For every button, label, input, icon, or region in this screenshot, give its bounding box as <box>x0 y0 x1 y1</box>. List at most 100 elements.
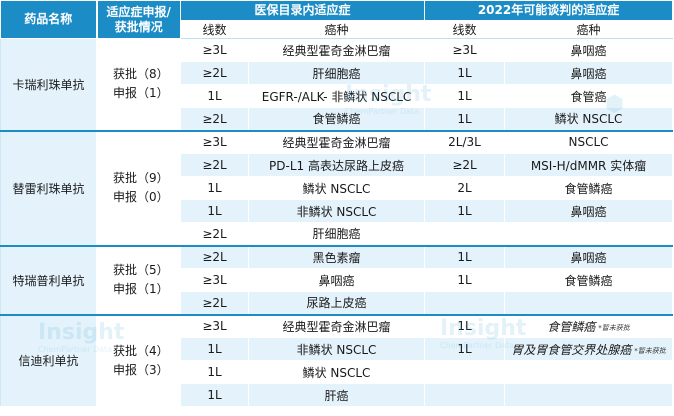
header-medical-catalog: 医保目录内适应症 <box>179 0 426 21</box>
catalog-line: 1L <box>180 360 249 384</box>
negotiation-cancer <box>504 222 674 246</box>
approved-count: 获批（4） <box>113 343 169 358</box>
negotiation-cancer: 鼻咽癌 <box>504 61 674 85</box>
table-row: ≥2L 食管鳞癌 1L 鳞状 NSCLC <box>1 107 674 131</box>
catalog-line: 1L <box>180 176 249 200</box>
catalog-cancer: 经典型霍奇金淋巴瘤 <box>247 38 426 62</box>
indication-table: 药品名称 适应症申报/ 获批情况 医保目录内适应症 2022年可能谈判的适应症 … <box>0 0 674 407</box>
catalog-cancer: 经典型霍奇金淋巴瘤 <box>247 313 426 338</box>
negotiation-line <box>424 291 506 315</box>
catalog-line: 1L <box>180 199 249 223</box>
not-approved-note: *暂未获批 <box>598 323 630 332</box>
negotiation-cancer-text: 食管鳞癌 <box>547 319 596 334</box>
filed-count: 申报（3） <box>113 362 169 377</box>
table-row: ≥2L 尿路上皮癌 <box>1 291 674 315</box>
table-row: ≥3L 鼻咽癌 1L 食管鳞癌 <box>1 268 674 292</box>
catalog-cancer: 非鳞状 NSCLC <box>247 199 426 223</box>
catalog-cancer: 肝细胞癌 <box>247 222 426 246</box>
negotiation-cancer: NSCLC <box>504 129 674 154</box>
catalog-line: ≥2L <box>180 61 249 85</box>
approval-status: 获批（4） 申报（3） <box>96 313 181 407</box>
catalog-cancer: 经典型霍奇金淋巴瘤 <box>247 129 426 154</box>
negotiation-cancer: 鳞状 NSCLC <box>504 107 674 131</box>
header-status-line2: 获批情况 <box>114 19 163 34</box>
negotiation-line: ≥2L <box>424 153 506 177</box>
negotiation-cancer: 胃及胃食管交界处腺癌 *暂未获批 <box>504 337 674 361</box>
not-approved-note: *暂未获批 <box>634 346 666 355</box>
negotiation-cancer <box>504 291 674 315</box>
negotiation-cancer: 鼻咽癌 <box>504 199 674 223</box>
subheader-line-2022: 线数 <box>424 20 506 39</box>
negotiation-cancer: 鼻咽癌 <box>504 244 674 269</box>
negotiation-line: 2L <box>424 176 506 200</box>
drug-name: 替雷利珠单抗 <box>0 129 97 246</box>
catalog-cancer: 肝癌 <box>247 383 426 407</box>
catalog-cancer: 黑色素瘤 <box>247 244 426 269</box>
approval-status: 获批（8） 申报（1） <box>96 38 181 131</box>
negotiation-line: 1L <box>424 199 506 223</box>
catalog-line: ≥3L <box>180 313 249 338</box>
table-row: 卡瑞利珠单抗 获批（8） 申报（1） ≥3L 经典型霍奇金淋巴瘤 ≥3L 鼻咽癌 <box>0 38 674 131</box>
subheader-cancer-2022: 癌种 <box>504 20 674 39</box>
negotiation-line <box>424 222 506 246</box>
table-body: 卡瑞利珠单抗 获批（8） 申报（1） ≥3L 经典型霍奇金淋巴瘤 ≥3L 鼻咽癌 ≥2L 肝细胞… <box>0 38 674 407</box>
catalog-cancer: 鳞状 NSCLC <box>247 176 426 200</box>
negotiation-cancer <box>504 360 674 384</box>
approved-count: 获批（8） <box>113 67 169 82</box>
table-row: 替雷利珠单抗 获批（9） 申报（0） ≥3L 经典型霍奇金淋巴瘤 2L/3L NSCLC <box>0 129 674 246</box>
negotiation-line: 1L <box>424 337 506 361</box>
negotiation-line: 1L <box>424 84 506 108</box>
negotiation-line <box>424 360 506 384</box>
catalog-cancer: 鼻咽癌 <box>247 268 426 292</box>
negotiation-cancer: 食管癌 <box>504 84 674 108</box>
drug-name: 信迪利单抗 <box>0 313 97 407</box>
catalog-line: 1L <box>180 337 249 361</box>
table-row: ≥2L 肝细胞癌 <box>1 222 674 246</box>
catalog-cancer: 鳞状 NSCLC <box>247 360 426 384</box>
catalog-line: ≥3L <box>180 268 249 292</box>
approval-status: 获批（5） 申报（1） <box>96 244 181 315</box>
negotiation-cancer: 鼻咽癌 <box>504 38 674 62</box>
negotiation-cancer: MSI-H/dMMR 实体瘤 <box>504 153 674 177</box>
catalog-cancer: 肝细胞癌 <box>247 61 426 85</box>
negotiation-cancer-text: 胃及胃食管交界处腺癌 <box>511 342 632 357</box>
table-row: 信迪利单抗 获批（4） 申报（3） ≥3L 经典型霍奇金淋巴瘤 1L 食管鳞癌 *暂未获批 <box>0 313 674 407</box>
negotiation-line <box>424 383 506 407</box>
catalog-line: ≥2L <box>180 107 249 131</box>
table-row: 1L 非鳞状 NSCLC 1L 胃及胃食管交界处腺癌 *暂未获批 <box>1 337 674 361</box>
catalog-line: ≥2L <box>180 291 249 315</box>
approved-count: 获批（5） <box>113 263 169 277</box>
negotiation-cancer <box>504 383 674 407</box>
negotiation-line: 1L <box>424 61 506 85</box>
catalog-cancer: 食管鳞癌 <box>247 107 426 131</box>
catalog-line: ≥3L <box>180 38 249 62</box>
negotiation-line: 2L/3L <box>424 129 506 154</box>
header-drug-name: 药品名称 <box>0 0 98 39</box>
approved-count: 获批（9） <box>113 171 169 185</box>
drug-name: 卡瑞利珠单抗 <box>0 38 97 131</box>
filed-count: 申报（1） <box>113 86 169 101</box>
catalog-line: ≥2L <box>180 244 249 269</box>
catalog-cancer: 非鳞状 NSCLC <box>247 337 426 361</box>
catalog-line: ≥2L <box>180 153 249 177</box>
subheader-cancer: 癌种 <box>247 20 426 39</box>
catalog-line: ≥2L <box>180 222 249 246</box>
negotiation-line: ≥3L <box>424 38 506 62</box>
catalog-cancer: PD-L1 高表达尿路上皮癌 <box>247 153 426 177</box>
table-row: 1L 肝癌 <box>1 383 674 407</box>
subheader-line: 线数 <box>180 20 249 39</box>
table-row: ≥2L 肝细胞癌 1L 鼻咽癌 <box>1 61 674 85</box>
approval-status: 获批（9） 申报（0） <box>96 129 181 246</box>
table-row: 特瑞普利单抗 获批（5） 申报（1） ≥2L 黑色素瘤 1L 鼻咽癌 <box>0 244 674 315</box>
table-row: 1L 鳞状 NSCLC 2L 食管鳞癌 <box>1 176 674 200</box>
header-status: 适应症申报/ 获批情况 <box>96 0 181 39</box>
table-row: ≥2L PD-L1 高表达尿路上皮癌 ≥2L MSI-H/dMMR 实体瘤 <box>1 153 674 177</box>
catalog-line: 1L <box>180 84 249 108</box>
filed-count: 申报（1） <box>113 282 169 296</box>
filed-count: 申报（0） <box>113 190 169 204</box>
header-status-line1: 适应症申报/ <box>106 4 171 19</box>
negotiation-line: 1L <box>424 268 506 292</box>
catalog-line: ≥3L <box>180 129 249 154</box>
negotiation-line: 1L <box>424 107 506 131</box>
drug-name: 特瑞普利单抗 <box>0 244 97 315</box>
